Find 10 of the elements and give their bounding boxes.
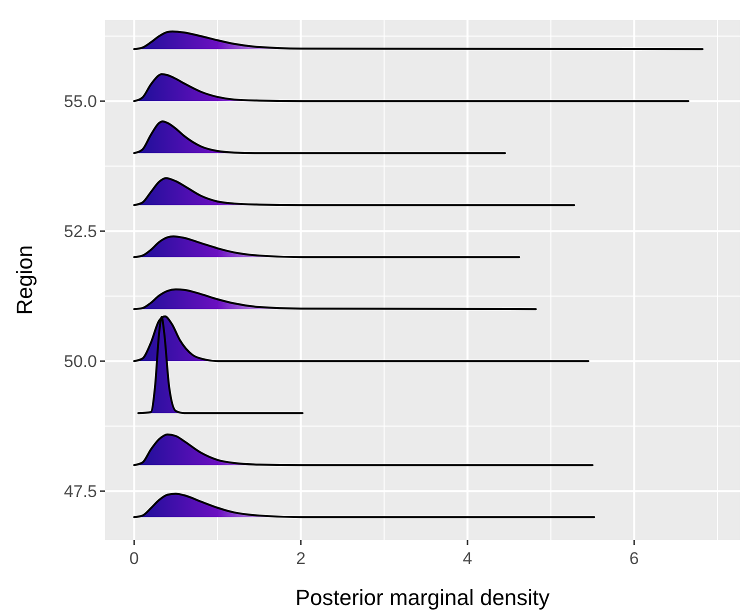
x-tick-label: 4 [462, 549, 472, 568]
x-tick-label: 0 [129, 549, 139, 568]
x-tick-label: 6 [629, 549, 639, 568]
x-axis-title: Posterior marginal density [295, 585, 550, 610]
x-tick-label: 2 [296, 549, 306, 568]
y-tick-label: 52.5 [64, 222, 97, 242]
y-tick-label: 55.0 [64, 92, 97, 112]
y-axis-title: Region [12, 245, 37, 315]
y-tick-label: 47.5 [64, 482, 97, 502]
y-tick-label: 50.0 [64, 352, 97, 372]
